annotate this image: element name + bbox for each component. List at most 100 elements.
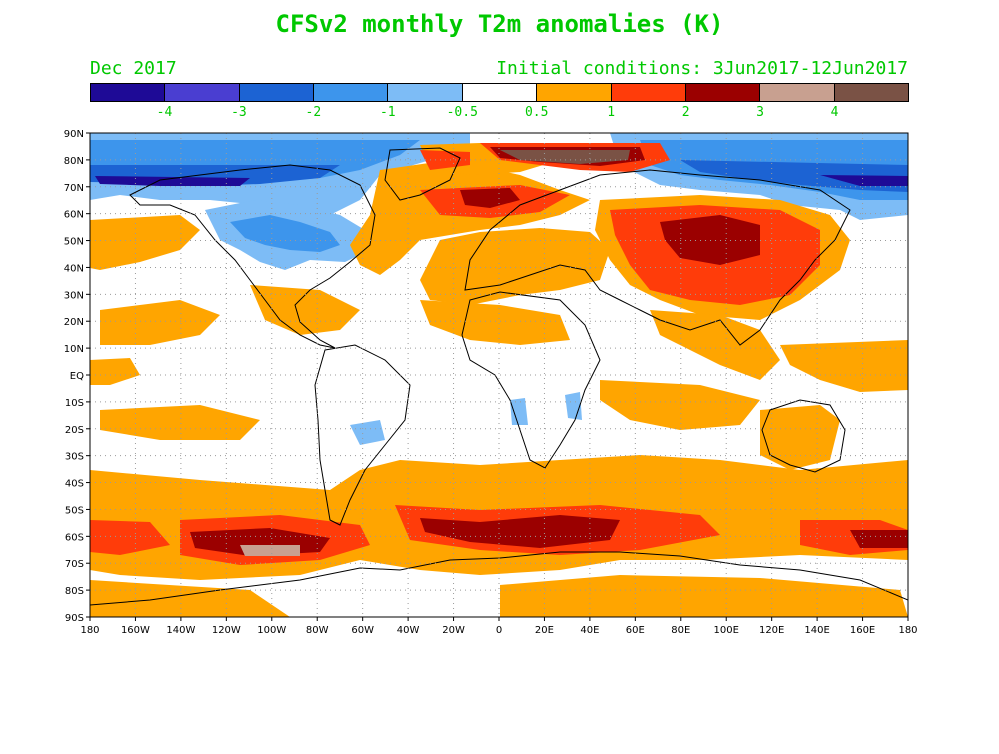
latitude-label: 50N (64, 237, 84, 248)
chart-title: CFSv2 monthly T2m anomalies (K) (275, 10, 724, 38)
longitude-label: 80E (671, 625, 690, 636)
cold-area-arctic-west-4 (95, 176, 250, 186)
longitude-label: 180 (898, 625, 917, 636)
latitude-label: 30N (64, 290, 84, 301)
warm-area-australia (760, 405, 840, 470)
legend-swatch (611, 84, 686, 101)
longitude-label: 100W (257, 625, 286, 636)
legend-swatch (165, 84, 240, 101)
coast-eurasia (464, 169, 851, 346)
longitude-label: 160E (850, 625, 875, 636)
warm-area-antarctica (90, 580, 290, 617)
latitude-label: EQ (70, 371, 84, 382)
cold-area-brazil (350, 420, 385, 445)
longitude-label: 60W (351, 625, 374, 636)
longitude-axis: 180 160W 140W 120W 100W 80W 60W 40W 20W 0 20E 40E 60… (80, 617, 918, 636)
warm-area-barents-3 (500, 150, 630, 164)
latitude-label: 90N (64, 129, 84, 140)
coast-australia (761, 399, 846, 473)
longitude-label: 140E (804, 625, 829, 636)
cold-area-north-america-2 (230, 215, 340, 252)
latitude-label: 60N (64, 210, 84, 221)
latitude-label: 20N (64, 317, 84, 328)
warm-area-scandinavia-2 (460, 188, 520, 208)
latitude-label: 20S (65, 425, 84, 436)
legend-swatch (314, 84, 389, 101)
warm-area-north-pacific (90, 215, 200, 270)
warm-area-east-pacific-tropics (90, 358, 140, 385)
longitude-label: 40W (397, 625, 420, 636)
coast-south-america (314, 344, 411, 526)
longitude-label: 20E (535, 625, 554, 636)
coast-antarctica (90, 551, 908, 606)
latitude-axis: 90N 80N 70N 60N 50N 40N 30N 20N 10N EQ 10S 20S 30S 40… (64, 129, 90, 624)
warm-area-asia-3 (660, 215, 760, 265)
legend-swatch (462, 84, 538, 101)
longitude-label: 20W (442, 625, 465, 636)
legend-swatch (91, 84, 166, 101)
latitude-label: 80N (64, 156, 84, 167)
longitude-label: 140W (166, 625, 195, 636)
warm-area-southern-ocean-8 (850, 530, 908, 548)
cold-area-arctic-east-3 (680, 160, 908, 192)
coastlines (90, 147, 908, 606)
legend-swatch (834, 84, 908, 101)
legend-label: -1 (379, 105, 396, 120)
coast-north-america (129, 164, 376, 349)
forecast-month: Dec 2017 (90, 58, 177, 79)
latitude-label: 30S (65, 452, 84, 463)
warm-area-europe (420, 228, 610, 305)
warm-area-ne-pacific (100, 300, 220, 345)
warm-area-indian-ocean (600, 380, 760, 430)
graticule (90, 133, 908, 617)
legend-label: -3 (231, 105, 247, 120)
longitude-label: 40E (580, 625, 599, 636)
coast-africa (461, 291, 601, 469)
legend-label: 3 (756, 105, 764, 120)
latitude-label: 70N (64, 183, 84, 194)
warm-area-south-pacific (100, 405, 260, 440)
coast-greenland (384, 147, 461, 201)
legend-swatch (239, 84, 315, 101)
latitude-label: 90S (65, 613, 84, 624)
legend-label: 2 (681, 105, 690, 120)
legend-label: 4 (830, 105, 839, 120)
warm-area-west-pacific-tropics (780, 340, 908, 392)
longitude-label: 100E (714, 625, 739, 636)
longitude-label: 120E (759, 625, 784, 636)
longitude-label: 0 (496, 625, 502, 636)
legend-swatch (760, 84, 835, 101)
latitude-label: 10S (65, 398, 84, 409)
legend-label: -4 (156, 105, 173, 120)
warm-area-southern-ocean-6 (420, 515, 620, 548)
color-legend (90, 83, 909, 102)
warm-area-southern-ocean-9 (240, 545, 300, 556)
cold-area-southern-africa (510, 398, 528, 425)
legend-label: -0.5 (446, 105, 478, 120)
longitude-label: 60E (626, 625, 645, 636)
longitude-label: 120W (212, 625, 241, 636)
latitude-label: 60S (65, 532, 84, 543)
warm-area-southern-ocean-2 (90, 520, 170, 555)
longitude-label: 80W (306, 625, 329, 636)
legend-label: 0.5 (524, 105, 549, 120)
legend-swatch (388, 84, 463, 101)
longitude-label: 180 (80, 625, 99, 636)
latitude-label: 80S (65, 586, 84, 597)
warm-area-mexico (250, 285, 360, 335)
legend-label: -2 (305, 105, 322, 120)
cold-area-arctic-east-4 (820, 175, 908, 186)
warm-area-tropical-atlantic (420, 300, 570, 345)
latitude-label: 70S (65, 559, 84, 570)
latitude-label: 40N (64, 263, 84, 274)
latitude-label: 10N (64, 344, 84, 355)
latitude-label: 50S (65, 505, 84, 516)
legend-swatch (537, 84, 612, 101)
legend-swatch (685, 84, 761, 101)
longitude-label: 160W (121, 625, 150, 636)
latitude-label: 40S (65, 479, 84, 490)
initial-conditions: Initial conditions: 3Jun2017-12Jun2017 (496, 58, 908, 79)
warm-area-antarctica-east (500, 575, 908, 617)
